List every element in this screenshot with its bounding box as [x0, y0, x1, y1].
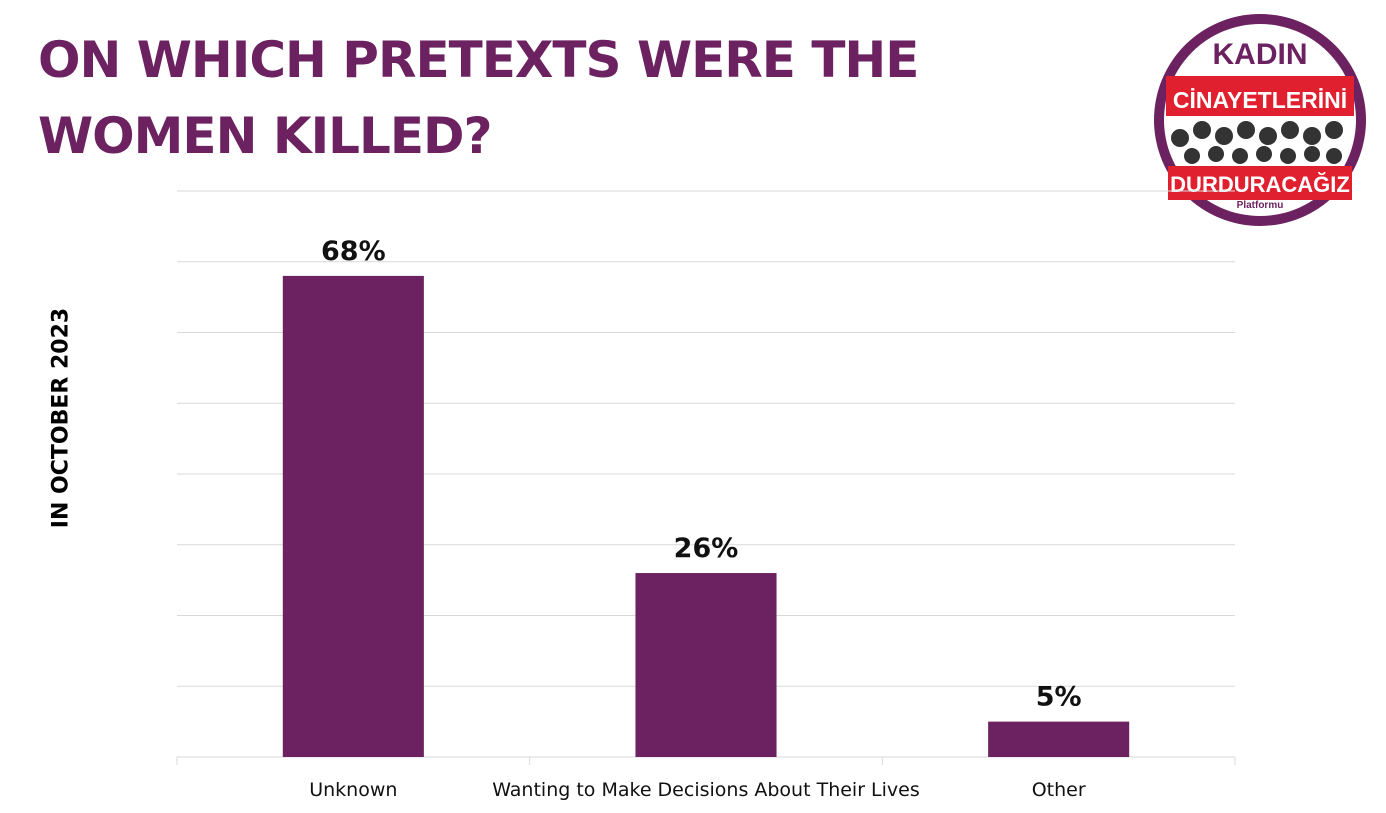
bar-0 — [282, 275, 424, 757]
chart-title: ON WHICH PRETEXTS WERE THE WOMEN KILLED? — [38, 31, 919, 165]
logo-faces — [1171, 121, 1343, 164]
logo-text-4: Platformu — [1237, 200, 1284, 211]
category-label-0: Unknown — [309, 779, 397, 801]
data-label-2: 5% — [1036, 682, 1082, 713]
logo-red-band-top — [1166, 76, 1354, 116]
data-label-0: 68% — [321, 236, 386, 267]
category-label-2: Other — [1032, 779, 1086, 801]
bar-2 — [988, 721, 1130, 757]
bar-1 — [635, 573, 777, 757]
data-label-1: 26% — [674, 533, 739, 564]
category-label-1: Wanting to Make Decisions About Their Li… — [492, 779, 920, 801]
platform-logo: KADIN CİNAYETLERİNİ DURDURACAĞIZ Platfor… — [1154, 14, 1366, 226]
logo-text-3: DURDURACAĞIZ — [1170, 172, 1350, 197]
logo-text-1: KADIN — [1213, 38, 1308, 71]
logo-red-band-bottom — [1168, 166, 1352, 200]
logo-text-2: CİNAYETLERİNİ — [1173, 87, 1347, 113]
